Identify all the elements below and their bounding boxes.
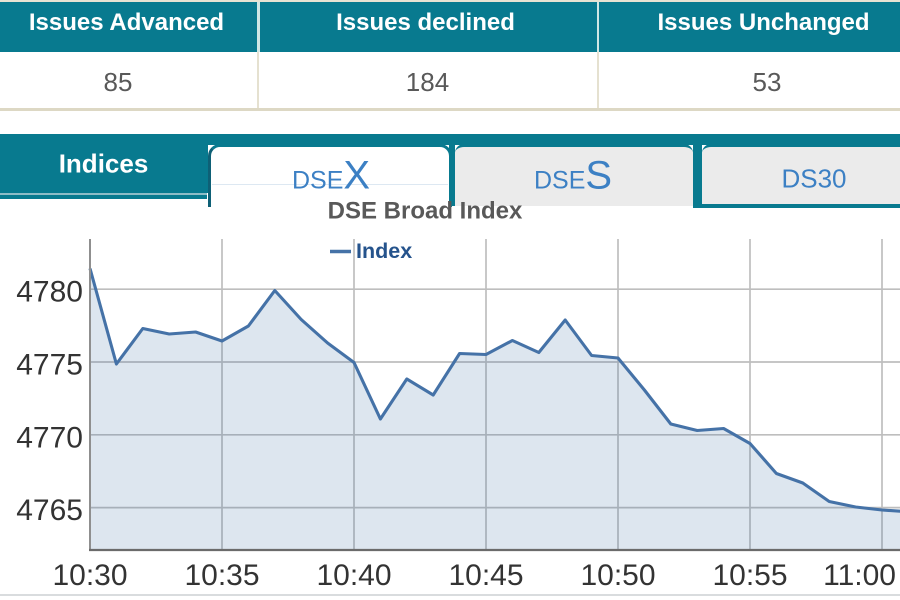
svg-text:53: 53 — [753, 67, 782, 97]
svg-text:DS30: DS30 — [781, 164, 846, 194]
svg-text:184: 184 — [406, 67, 449, 97]
svg-text:10:35: 10:35 — [184, 559, 259, 592]
svg-text:11:00: 11:00 — [823, 559, 896, 592]
svg-text:4770: 4770 — [16, 421, 83, 454]
svg-text:10:30: 10:30 — [52, 559, 127, 592]
svg-text:10:40: 10:40 — [316, 559, 391, 592]
svg-text:4780: 4780 — [16, 276, 83, 309]
svg-text:DSEX: DSEX — [292, 153, 370, 197]
svg-text:4775: 4775 — [16, 349, 83, 382]
svg-text:DSE Broad Index: DSE Broad Index — [328, 198, 523, 225]
svg-text:Issues Advanced: Issues Advanced — [29, 9, 224, 36]
svg-text:Issues declined: Issues declined — [336, 9, 515, 36]
svg-text:DSES: DSES — [534, 154, 612, 198]
svg-text:10:55: 10:55 — [712, 559, 787, 592]
svg-text:4765: 4765 — [16, 494, 83, 527]
svg-text:10:45: 10:45 — [448, 559, 523, 592]
svg-text:85: 85 — [104, 67, 133, 97]
svg-text:Index: Index — [356, 239, 412, 263]
svg-text:10:50: 10:50 — [580, 559, 655, 592]
svg-text:Issues Unchanged: Issues Unchanged — [657, 9, 869, 36]
svg-text:Indices: Indices — [59, 149, 149, 179]
